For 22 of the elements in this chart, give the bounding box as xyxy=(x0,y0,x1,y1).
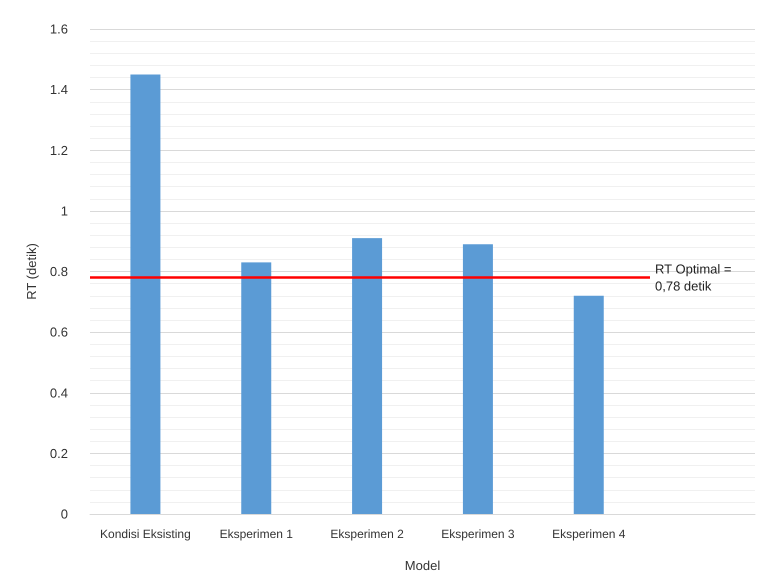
bar xyxy=(574,296,604,514)
bar xyxy=(462,244,493,514)
y-tick-label: 0 xyxy=(60,506,68,522)
y-tick-label: 0.4 xyxy=(50,385,68,400)
y-tick-label: 0.2 xyxy=(50,446,68,461)
x-tick-label: Kondisi Eksisting xyxy=(100,527,191,541)
y-tick-label: 1 xyxy=(60,203,68,218)
x-tick-label: Eksperimen 1 xyxy=(220,527,294,541)
y-tick-label: 0.6 xyxy=(50,324,68,340)
bar xyxy=(130,74,160,514)
bar xyxy=(241,262,272,514)
y-axis-title: RT (detik) xyxy=(24,243,39,300)
y-tick-label: 1.4 xyxy=(50,82,68,98)
x-tick-label: Eksperimen 4 xyxy=(552,527,626,541)
x-tick-label: Eksperimen 3 xyxy=(441,527,515,541)
bar xyxy=(352,238,382,514)
x-tick-label: Eksperimen 2 xyxy=(330,527,404,541)
y-tick-label: 1.2 xyxy=(50,142,68,158)
y-tick-label: 1.6 xyxy=(50,22,68,36)
y-tick-label: 0.8 xyxy=(50,264,68,279)
ref-line-label: RT Optimal = 0,78 detik xyxy=(655,262,736,294)
x-axis-title: Model xyxy=(404,558,440,573)
